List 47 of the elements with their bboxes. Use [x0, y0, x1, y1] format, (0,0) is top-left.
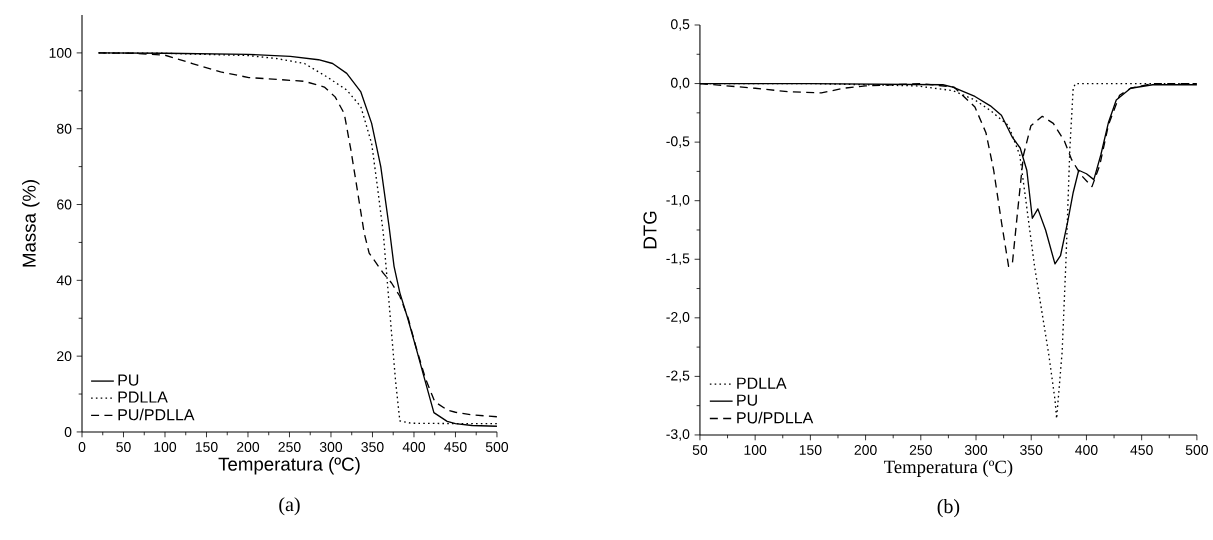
y-tick-label: -1,5 — [666, 253, 690, 265]
x-tick-label: 450 — [1130, 445, 1153, 455]
x-tick-label: 50 — [116, 442, 131, 452]
y-tick-label: -3,0 — [666, 429, 690, 441]
x-tick-label: 100 — [154, 442, 177, 452]
x-tick-label: 300 — [964, 445, 988, 455]
legend-label: PU — [118, 374, 139, 386]
legend-label: PDLLA — [118, 391, 168, 403]
x-tick-label: 100 — [744, 445, 767, 455]
y-tick-label: -2,0 — [666, 312, 690, 324]
y-tick-label: 100 — [49, 47, 72, 58]
x-tick-label: 150 — [195, 442, 218, 452]
y-tick-label: -0,5 — [666, 136, 690, 148]
x-tick-label: 350 — [361, 442, 384, 452]
x-tick-label: 200 — [237, 442, 260, 452]
x-tick-label: 400 — [402, 442, 426, 452]
y-axis-title: DTG — [643, 211, 657, 249]
text: (b) — [937, 499, 960, 518]
y-tick-label: 0 — [64, 427, 72, 437]
y-tick-label: -2,5 — [666, 370, 690, 383]
legend-label: PU/PDLLA — [118, 408, 195, 421]
x-tick-label: 450 — [444, 442, 467, 452]
x-axis-title: Temperatura (ºC) — [884, 460, 1013, 478]
x-tick-label: 400 — [1075, 445, 1098, 455]
legend-label: PU — [737, 394, 757, 406]
y-axis-title: Massa (%) — [22, 180, 40, 267]
text: (a) — [279, 497, 300, 516]
x-tick-label: 50 — [692, 445, 708, 455]
y-tick-label: 0,0 — [670, 77, 690, 90]
x-tick-label: 500 — [1185, 445, 1208, 455]
x-tick-label: 250 — [909, 445, 932, 455]
y-tick-label: -1,0 — [666, 194, 690, 207]
x-tick-label: 150 — [799, 445, 822, 455]
x-axis-title: Temperatura (ºC) — [218, 457, 360, 475]
x-tick-label: 300 — [319, 442, 343, 452]
x-tick-label: 250 — [278, 442, 301, 452]
x-tick-label: 350 — [1020, 445, 1043, 455]
x-tick-label: 0 — [78, 442, 86, 452]
y-tick-label: 60 — [57, 199, 72, 210]
y-tick-label: 20 — [57, 351, 72, 362]
y-tick-label: 80 — [57, 123, 72, 134]
y-tick-label: 0,5 — [670, 19, 690, 31]
x-tick-label: 200 — [854, 445, 877, 455]
y-tick-label: 40 — [56, 275, 72, 286]
legend-label: PU/PDLLA — [737, 411, 814, 424]
legend-label: PDLLA — [737, 377, 787, 389]
x-tick-label: 500 — [485, 442, 509, 452]
